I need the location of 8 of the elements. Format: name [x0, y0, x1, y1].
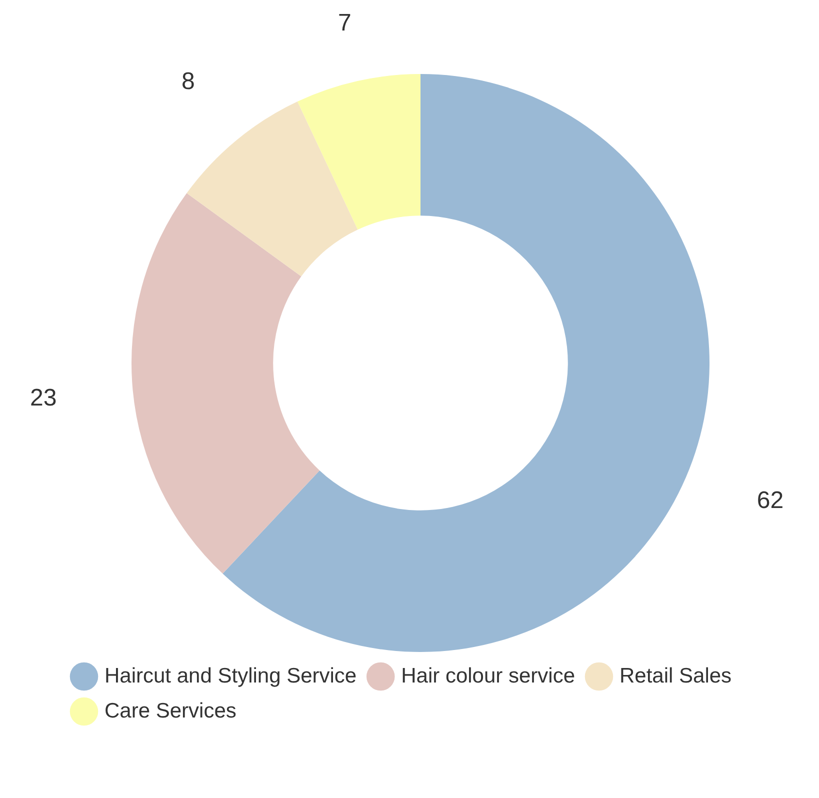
legend-label: Haircut and Styling Service — [104, 664, 357, 688]
legend-label: Care Services — [104, 699, 236, 722]
data-label: 8 — [181, 68, 195, 95]
data-label: 62 — [756, 487, 784, 514]
legend-label: Hair colour service — [401, 664, 576, 688]
data-label: 23 — [30, 384, 57, 412]
legend-label: Retail Sales — [620, 664, 732, 688]
data-label: 7 — [338, 9, 352, 36]
